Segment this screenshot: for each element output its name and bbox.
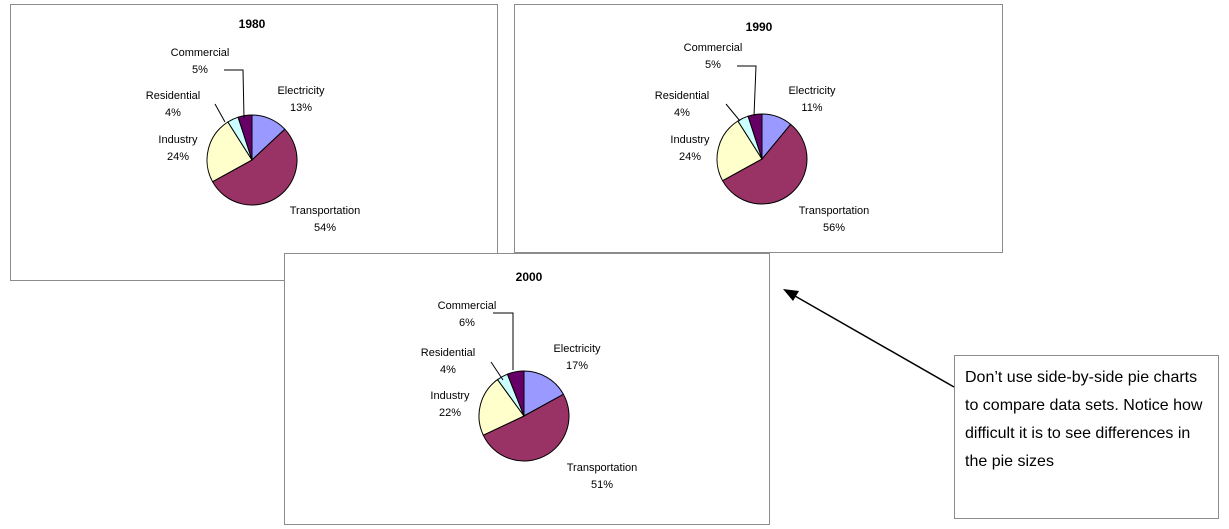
pie-chart-1980: 1980 Electricity 13% Transportation 54% Indus… bbox=[10, 4, 498, 281]
pie-slice-transportation bbox=[211, 128, 298, 206]
pie-slice-industry bbox=[206, 121, 253, 183]
slice-percent: 6% bbox=[459, 317, 475, 329]
chart-title: 1980 bbox=[239, 17, 266, 31]
pie-chart-2000-svg: 2000 Electricity 17% Transportation 51% Indus… bbox=[421, 270, 638, 491]
annotation-note: Don’t use side-by-side pie charts to com… bbox=[954, 355, 1219, 519]
slice-label-industry: Industry 24% bbox=[158, 134, 198, 163]
arrow-line bbox=[794, 295, 955, 388]
slice-label-transportation: Transportation 56% bbox=[799, 205, 870, 234]
slice-label-transportation: Transportation 54% bbox=[290, 205, 361, 234]
slice-category: Electricity bbox=[277, 85, 325, 97]
pie-slice-transportation bbox=[482, 393, 570, 462]
slice-percent: 24% bbox=[679, 151, 701, 163]
slice-category: Industry bbox=[670, 134, 710, 146]
slice-percent: 54% bbox=[314, 222, 336, 234]
slice-category: Industry bbox=[430, 390, 470, 402]
leader-line bbox=[224, 69, 245, 119]
slice-category: Commercial bbox=[684, 42, 743, 54]
slice-percent: 56% bbox=[823, 222, 845, 234]
leader-line bbox=[490, 361, 504, 381]
slice-percent: 22% bbox=[439, 407, 461, 419]
leader-line bbox=[737, 65, 757, 117]
pie-slice-industry bbox=[478, 378, 525, 436]
pie-slice-transportation bbox=[721, 123, 808, 205]
slice-percent: 4% bbox=[674, 107, 690, 119]
slice-label-residential: Residential 4% bbox=[421, 347, 475, 376]
chart-title: 1990 bbox=[746, 20, 773, 34]
pie-chart-1990: 1990 Electricity 11% Transportation 56% Indus… bbox=[514, 4, 1003, 253]
slice-percent: 5% bbox=[705, 59, 721, 71]
pie-slice-industry bbox=[716, 120, 763, 182]
pie-chart-2000: 2000 Electricity 17% Transportation 51% Indus… bbox=[284, 253, 770, 525]
slice-percent: 11% bbox=[801, 102, 822, 114]
pie-slice-commercial bbox=[747, 113, 763, 160]
slice-percent: 5% bbox=[192, 64, 208, 76]
slice-category: Commercial bbox=[438, 300, 497, 312]
slice-category: Electricity bbox=[553, 343, 601, 355]
slice-category: Residential bbox=[421, 347, 475, 359]
slice-percent: 17% bbox=[566, 360, 588, 372]
arrow-head bbox=[783, 289, 799, 301]
slice-percent: 51% bbox=[591, 479, 613, 491]
slice-category: Transportation bbox=[290, 205, 361, 217]
pie-chart-1980-svg: 1980 Electricity 13% Transportation 54% Indus… bbox=[146, 17, 361, 234]
pie-chart-1990-svg: 1990 Electricity 11% Transportation 56% Indus… bbox=[655, 20, 870, 234]
pie-slice-commercial bbox=[237, 114, 253, 161]
slice-percent: 4% bbox=[440, 364, 456, 376]
slice-category: Transportation bbox=[567, 462, 638, 474]
slice-label-commercial: Commercial 6% bbox=[438, 300, 497, 329]
leader-line bbox=[725, 103, 741, 122]
pie-slice-electricity bbox=[523, 370, 565, 417]
slice-category: Industry bbox=[158, 134, 198, 146]
slice-label-transportation: Transportation 51% bbox=[567, 462, 638, 491]
slice-category: Residential bbox=[146, 90, 200, 102]
slice-category: Transportation bbox=[799, 205, 870, 217]
slice-label-residential: Residential 4% bbox=[655, 90, 709, 119]
leader-line bbox=[214, 103, 226, 123]
slice-label-residential: Residential 4% bbox=[146, 90, 200, 119]
slice-category: Electricity bbox=[788, 85, 836, 97]
slice-label-electricity: Electricity 17% bbox=[553, 343, 601, 372]
pie-slice-commercial bbox=[506, 370, 525, 417]
slice-label-commercial: Commercial 5% bbox=[684, 42, 743, 71]
slice-percent: 13% bbox=[290, 102, 312, 114]
chart-title: 2000 bbox=[516, 270, 543, 284]
slice-percent: 4% bbox=[165, 107, 181, 119]
slice-label-electricity: Electricity 13% bbox=[277, 85, 325, 114]
slice-category: Residential bbox=[655, 90, 709, 102]
slice-percent: 24% bbox=[167, 151, 189, 163]
slice-label-electricity: Electricity 11% bbox=[788, 85, 836, 114]
slice-label-industry: Industry 22% bbox=[430, 390, 470, 419]
leader-line bbox=[493, 312, 514, 370]
slice-label-commercial: Commercial 5% bbox=[171, 47, 230, 76]
slice-category: Commercial bbox=[171, 47, 230, 59]
slice-label-industry: Industry 24% bbox=[670, 134, 710, 163]
